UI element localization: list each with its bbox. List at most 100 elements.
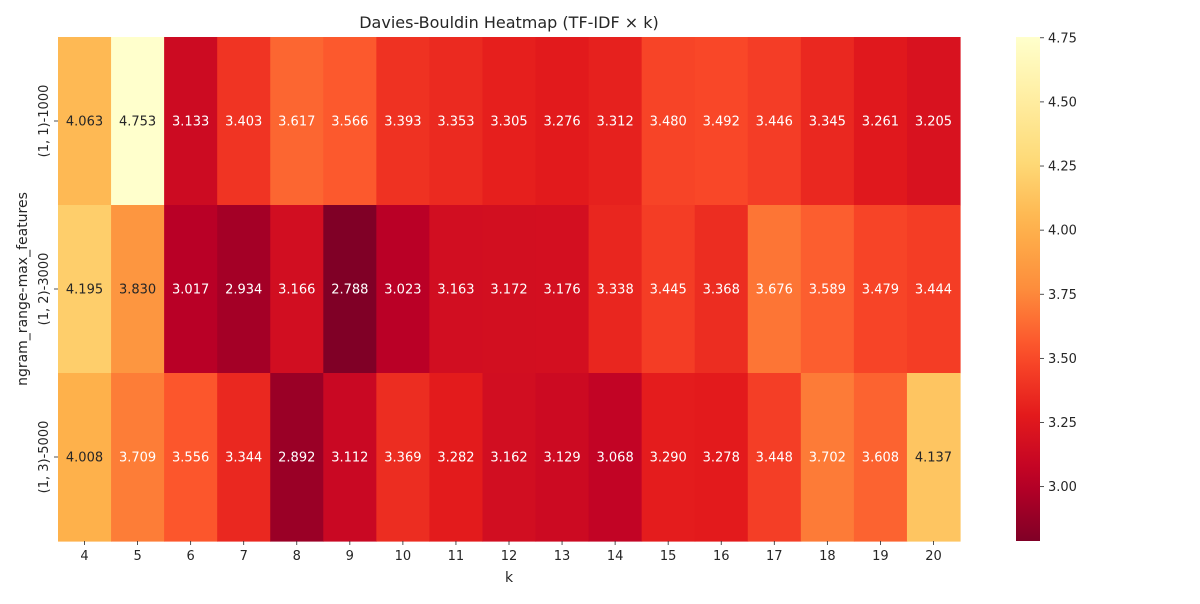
heatmap-cell <box>323 37 377 206</box>
colorbar-ticks: 3.00 3.25 3.50 3.75 4.00 4.25 4.50 4.75 <box>1040 31 1077 495</box>
heatmap-cell <box>429 37 484 206</box>
heatmap-cell <box>111 205 165 374</box>
cell-value-label: 3.448 <box>756 451 793 466</box>
x-tick-label: 15 <box>660 549 677 564</box>
cell-value-label: 3.176 <box>543 283 580 298</box>
cell-value-label: 2.934 <box>225 283 262 298</box>
cell-value-label: 3.290 <box>650 451 687 466</box>
heatmap-cell <box>906 373 961 542</box>
cell-value-label: 3.368 <box>703 283 740 298</box>
y-tick-label: (1, 1)-1000 <box>37 85 52 158</box>
cell-value-label: 3.676 <box>756 283 793 298</box>
colorbar-gradient <box>1016 37 1040 541</box>
x-tick-label: 4 <box>80 549 88 564</box>
cell-value-label: 3.166 <box>278 283 315 298</box>
colorbar-tick-label: 3.00 <box>1048 480 1077 495</box>
cell-value-label: 3.617 <box>278 115 315 130</box>
x-tick-label: 18 <box>819 549 836 564</box>
heatmap-cell <box>270 205 324 374</box>
cell-value-label: 3.261 <box>862 115 899 130</box>
cell-value-label: 3.702 <box>809 451 846 466</box>
cell-value-label: 4.753 <box>119 115 156 130</box>
cell-value-label: 3.276 <box>543 115 580 130</box>
heatmap-cell <box>694 373 749 542</box>
heatmap-cell <box>429 373 484 542</box>
heatmap-cell <box>853 373 908 542</box>
heatmap-cell <box>111 37 165 206</box>
heatmap-cell <box>747 373 802 542</box>
heatmap-cell <box>641 205 696 374</box>
heatmap-cell <box>747 205 802 374</box>
heatmap-cell <box>376 373 431 542</box>
cell-value-label: 2.788 <box>331 283 368 298</box>
heatmap-cell <box>376 205 431 374</box>
heatmap-cell <box>164 37 218 206</box>
heatmap-cell <box>853 37 908 206</box>
cell-value-label: 4.008 <box>66 451 103 466</box>
heatmap-cell <box>58 37 112 206</box>
y-axis-ticks: (1, 1)-1000 (1, 2)-3000 (1, 3)-5000 <box>37 85 58 494</box>
cell-value-label: 3.172 <box>490 283 527 298</box>
heatmap-cell <box>800 205 855 374</box>
x-tick-label: 13 <box>554 549 571 564</box>
cell-value-label: 3.282 <box>437 451 474 466</box>
heatmap-cell <box>747 37 802 206</box>
cell-value-label: 3.446 <box>756 115 793 130</box>
x-tick-label: 10 <box>395 549 412 564</box>
chart-title: Davies-Bouldin Heatmap (TF-IDF × k) <box>359 13 659 32</box>
cell-value-label: 3.017 <box>172 283 209 298</box>
x-tick-label: 14 <box>607 549 624 564</box>
y-tick-label: (1, 2)-3000 <box>37 253 52 326</box>
cell-value-label: 3.129 <box>543 451 580 466</box>
colorbar-tick-label: 4.25 <box>1048 160 1077 175</box>
x-tick-label: 16 <box>713 549 730 564</box>
y-axis-label: ngram_range-max_features <box>15 192 31 386</box>
heatmap-cell <box>535 373 590 542</box>
heatmap-cell <box>906 37 961 206</box>
colorbar-tick-label: 3.50 <box>1048 352 1077 367</box>
heatmap-cells: 4.063 4.753 3.133 3.403 3.617 3.566 3.393 3.353… <box>58 37 961 542</box>
y-tick-label: (1, 3)-5000 <box>37 421 52 494</box>
x-tick-label: 9 <box>346 549 354 564</box>
cell-value-label: 3.162 <box>490 451 527 466</box>
heatmap-cell <box>217 373 271 542</box>
heatmap-cell <box>482 37 537 206</box>
colorbar-tick-label: 4.00 <box>1048 224 1077 239</box>
heatmap-cell <box>217 37 271 206</box>
colorbar-tick-label: 4.75 <box>1048 31 1077 46</box>
colorbar-tick-label: 3.75 <box>1048 288 1077 303</box>
x-tick-label: 11 <box>448 549 465 564</box>
heatmap-cell <box>164 205 218 374</box>
cell-value-label: 2.892 <box>278 451 315 466</box>
cell-value-label: 3.278 <box>703 451 740 466</box>
heatmap-cell <box>323 373 377 542</box>
heatmap-cell <box>800 37 855 206</box>
x-axis-ticks: 4 5 6 7 8 9 10 11 12 13 14 15 16 17 18 19 20 <box>80 541 942 564</box>
x-tick-label: 17 <box>766 549 783 564</box>
heatmap-cell <box>641 37 696 206</box>
x-tick-label: 12 <box>501 549 518 564</box>
cell-value-label: 3.338 <box>597 283 634 298</box>
heatmap-cell <box>641 373 696 542</box>
cell-value-label: 3.589 <box>809 283 846 298</box>
heatmap-cell <box>270 373 324 542</box>
cell-value-label: 3.205 <box>915 115 952 130</box>
cell-value-label: 3.305 <box>490 115 527 130</box>
heatmap-cell <box>270 37 324 206</box>
heatmap-cell <box>482 373 537 542</box>
cell-value-label: 3.112 <box>331 451 368 466</box>
x-axis-label: k <box>505 570 514 586</box>
cell-value-label: 3.479 <box>862 283 899 298</box>
cell-value-label: 3.445 <box>650 283 687 298</box>
x-tick-label: 19 <box>872 549 889 564</box>
heatmap-cell <box>906 205 961 374</box>
cell-value-label: 3.353 <box>437 115 474 130</box>
heatmap-cell <box>694 37 749 206</box>
heatmap-cell <box>535 37 590 206</box>
heatmap-cell <box>853 205 908 374</box>
heatmap-cell <box>800 373 855 542</box>
cell-value-label: 3.444 <box>915 283 952 298</box>
colorbar-tick-label: 3.25 <box>1048 416 1077 431</box>
heatmap-cell <box>111 373 165 542</box>
